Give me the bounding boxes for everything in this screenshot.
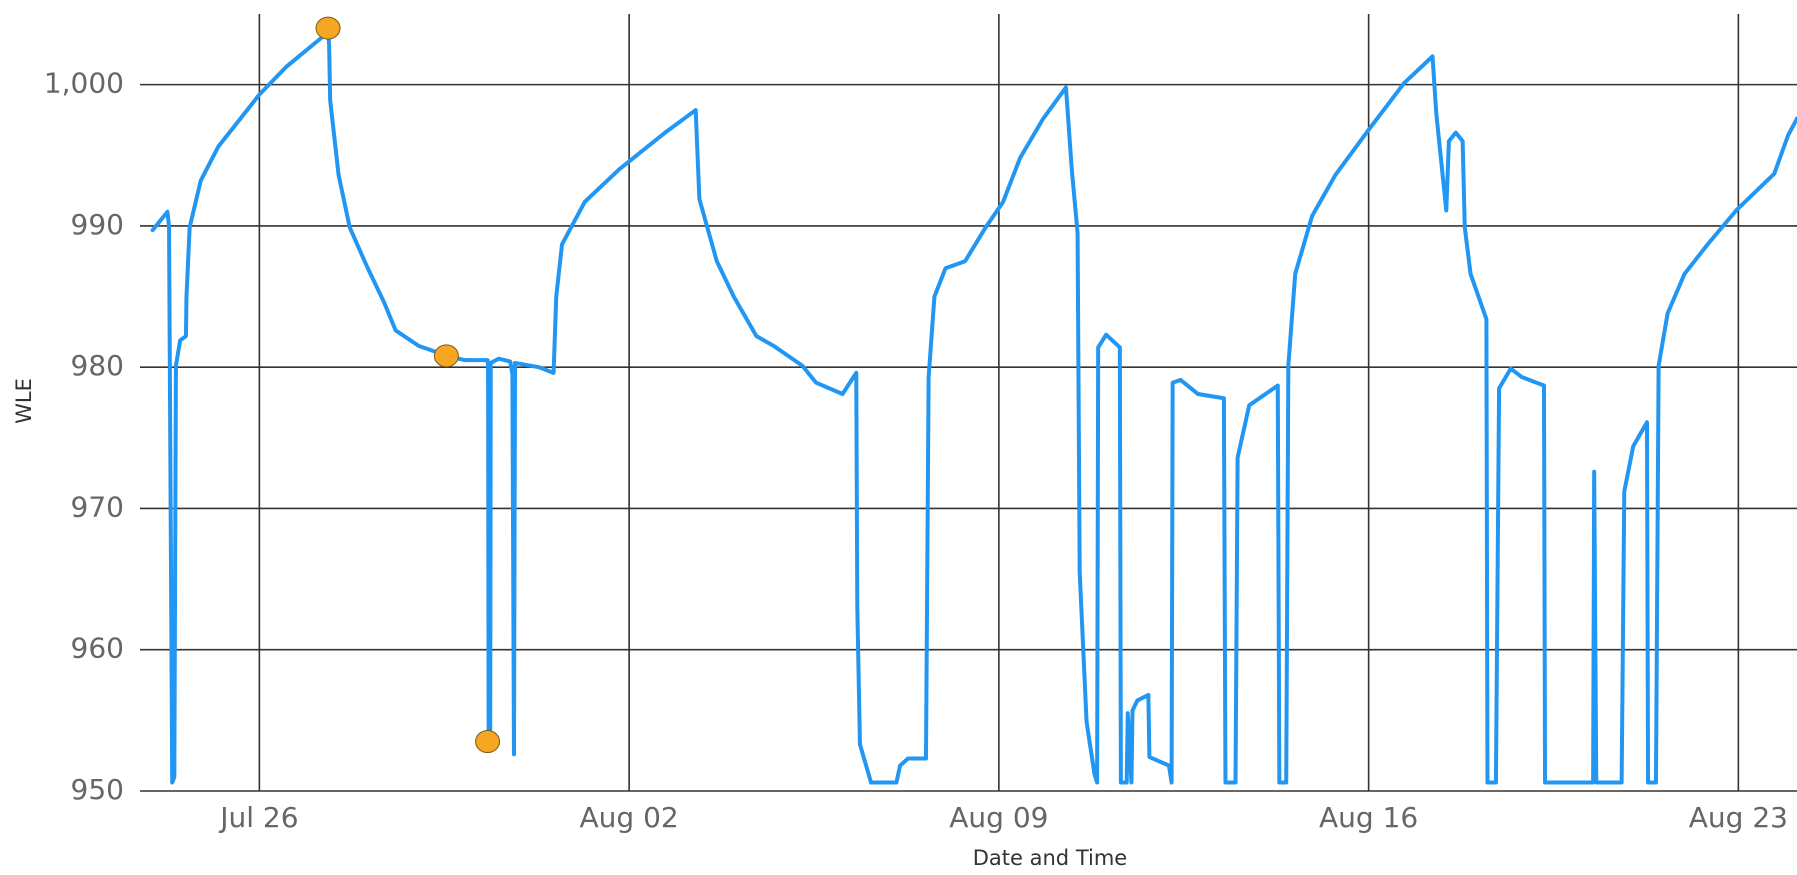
x-tick-label: Aug 16 — [1319, 801, 1418, 834]
line-series — [150, 30, 1797, 785]
grid — [140, 14, 1797, 792]
plot-area — [150, 16, 1797, 785]
y-tick-label: 1,000 — [44, 67, 124, 100]
y-tick-label: 970 — [71, 490, 124, 523]
labels: 950 960 970 980 990 1,000 Jul 26 Aug 02 Aug 09 Au… — [44, 67, 1788, 834]
x-tick-label: Aug 23 — [1689, 801, 1788, 834]
y-tick-label: 980 — [71, 349, 124, 382]
point-marker — [315, 16, 341, 40]
y-tick-label: 990 — [71, 208, 124, 241]
y-tick-label: 960 — [71, 632, 124, 665]
x-tick-label: Jul 26 — [218, 801, 298, 834]
point-marker — [433, 344, 459, 368]
y-axis-title: WLE — [12, 378, 36, 424]
point-marker — [475, 730, 501, 754]
x-axis-title: Date and Time — [973, 846, 1127, 870]
x-tick-label: Aug 09 — [949, 801, 1048, 834]
x-tick-label: Aug 02 — [580, 801, 679, 834]
y-tick-label: 950 — [71, 773, 124, 806]
